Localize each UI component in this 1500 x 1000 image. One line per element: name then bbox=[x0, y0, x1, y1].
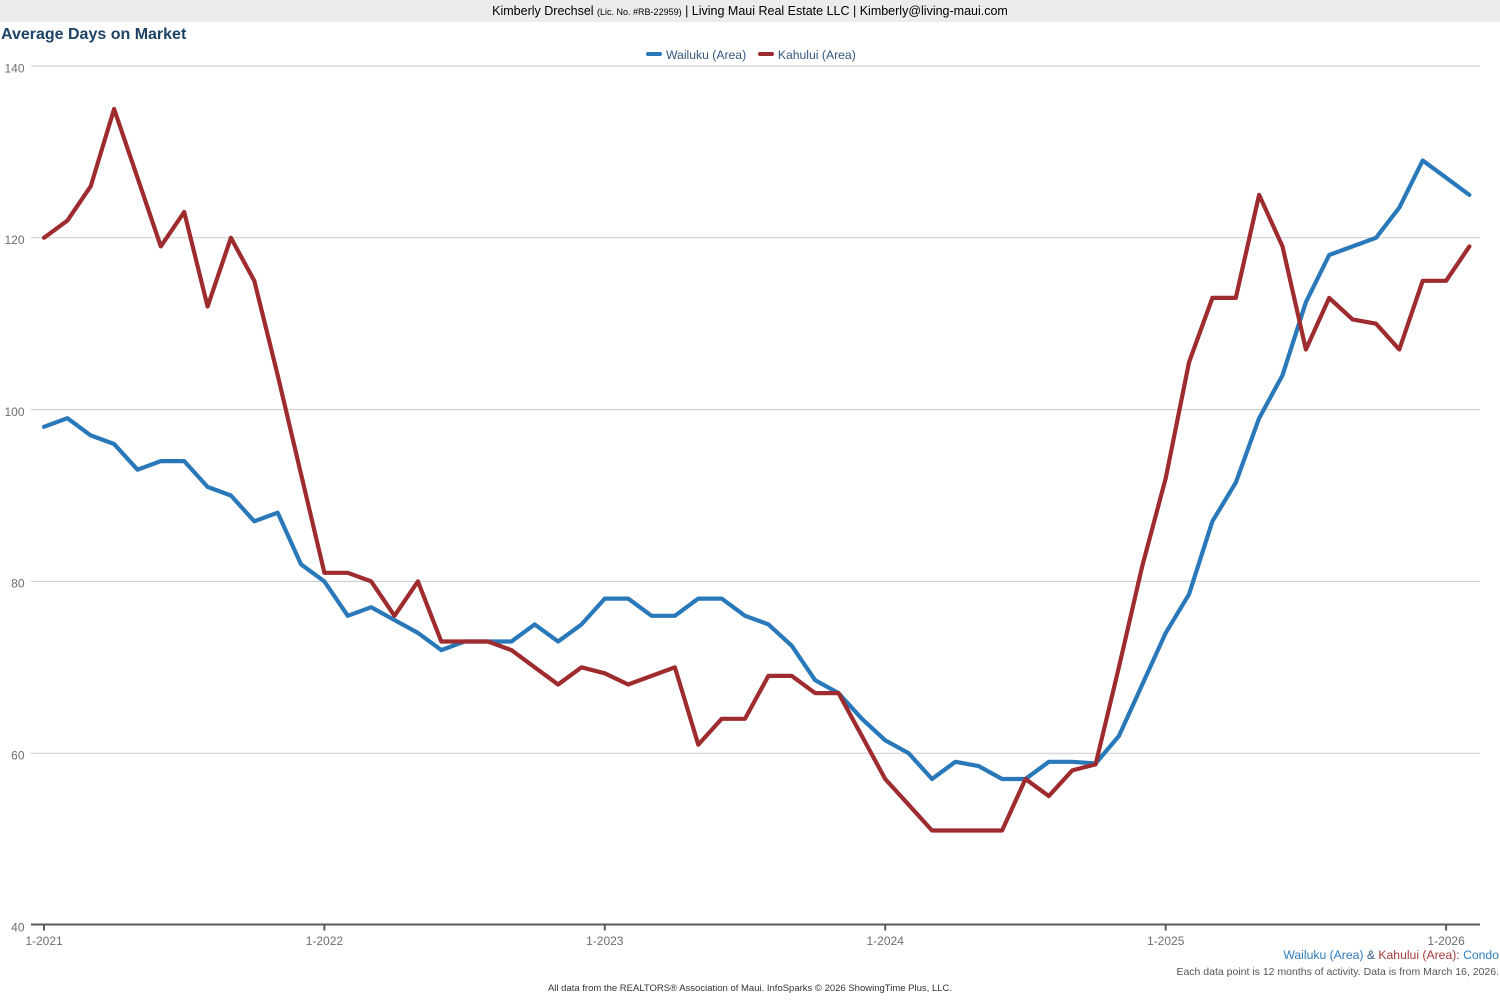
svg-text:1-2025: 1-2025 bbox=[1147, 934, 1185, 948]
svg-text:1-2021: 1-2021 bbox=[25, 934, 63, 948]
svg-text:1-2026: 1-2026 bbox=[1427, 934, 1465, 948]
svg-text:1-2024: 1-2024 bbox=[867, 934, 905, 948]
svg-text:1-2022: 1-2022 bbox=[306, 934, 344, 948]
svg-text:1-2023: 1-2023 bbox=[586, 934, 624, 948]
svg-text:60: 60 bbox=[11, 749, 25, 763]
svg-text:40: 40 bbox=[11, 920, 25, 934]
svg-text:140: 140 bbox=[4, 61, 24, 75]
svg-text:120: 120 bbox=[4, 233, 24, 247]
svg-text:100: 100 bbox=[4, 405, 24, 419]
svg-text:80: 80 bbox=[11, 577, 25, 591]
